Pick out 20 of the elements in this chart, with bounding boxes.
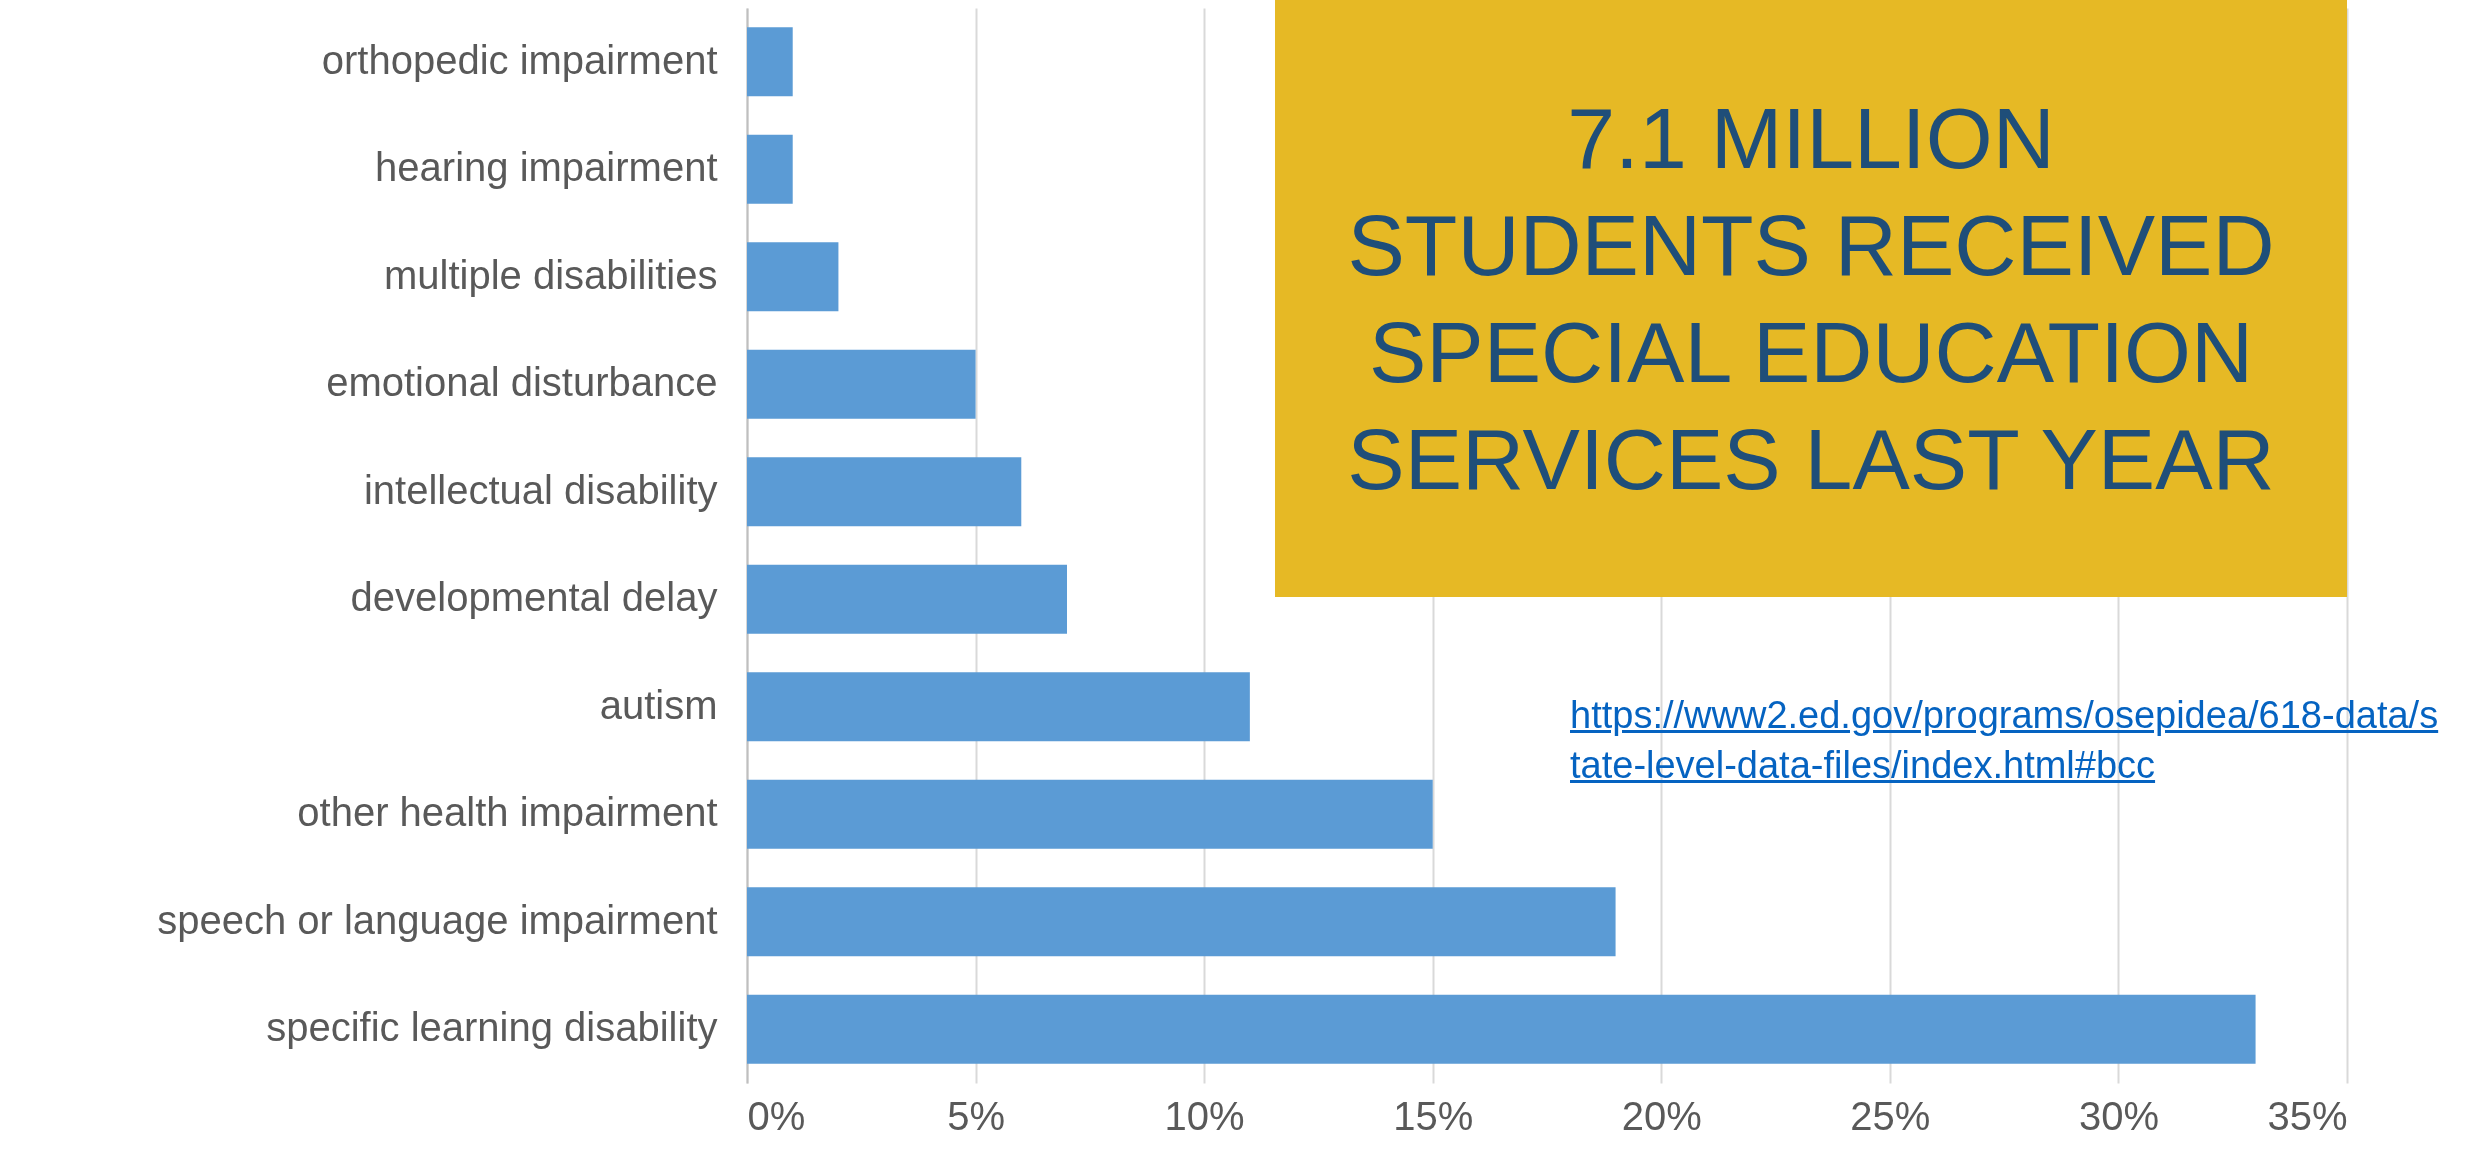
y-tick-label: autism bbox=[599, 682, 718, 727]
y-tick-label: other health impairment bbox=[297, 790, 718, 835]
x-tick-label: 35% bbox=[2267, 1093, 2348, 1138]
y-tick-label: specific learning disability bbox=[266, 1005, 718, 1050]
annotation: 7.1 MILLION STUDENTS RECEIVED SPECIAL EDUCATION SERVICES LAST YEAR bbox=[1275, 0, 2347, 597]
x-tick-label: 30% bbox=[2078, 1093, 2159, 1138]
y-tick-label: intellectual disability bbox=[363, 467, 718, 512]
x-tick-label: 10% bbox=[1164, 1093, 1245, 1138]
annotation: https://www2.ed.gov/programs/osepidea/618-data/state-level-data-files/index.html#bcc bbox=[1570, 693, 2440, 788]
x-tick-label: 20% bbox=[1621, 1093, 1702, 1138]
y-tick-label: multiple disabilities bbox=[384, 252, 718, 297]
y-tick-label: hearing impairment bbox=[375, 145, 718, 190]
x-tick-label: 15% bbox=[1393, 1093, 1474, 1138]
x-tick-label: 5% bbox=[947, 1093, 1005, 1138]
x-tick-label: 25% bbox=[1850, 1093, 1931, 1138]
y-tick-label: emotional disturbance bbox=[326, 360, 718, 405]
x-tick-label: 0% bbox=[747, 1093, 806, 1138]
y-tick-label: developmental delay bbox=[350, 575, 718, 620]
y-tick-label: orthopedic impairment bbox=[321, 37, 718, 82]
y-tick-label: speech or language impairment bbox=[157, 897, 718, 942]
